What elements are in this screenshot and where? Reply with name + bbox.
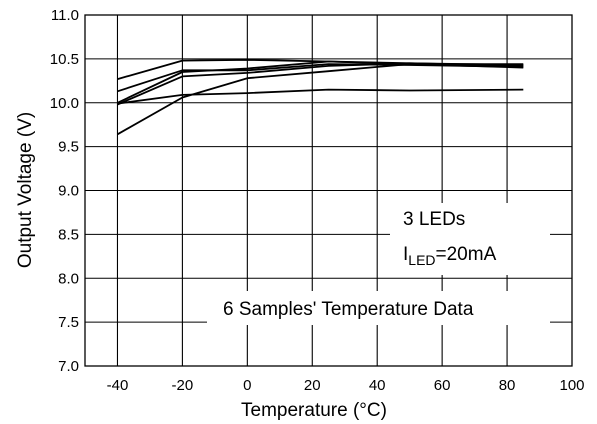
x-tick-label: 20 (304, 377, 321, 394)
samples-annotation-bg (207, 291, 550, 325)
x-axis-title: Temperature (°C) (241, 400, 387, 421)
grid-lines (85, 15, 572, 366)
current-subscript: LED (408, 252, 435, 268)
y-tick-label: 7.5 (58, 314, 79, 331)
leds-annotation-bg (390, 203, 550, 275)
x-tick-label: 100 (559, 377, 584, 394)
x-tick-label: -20 (172, 377, 194, 394)
current-annotation: ILED=20mA (403, 244, 497, 268)
y-tick-label: 8.0 (58, 270, 79, 287)
plot-frame (84, 14, 573, 367)
y-axis-title: Output Voltage (V) (15, 112, 36, 268)
x-tick-label: -40 (107, 377, 129, 394)
series-line-5 (117, 88, 524, 105)
x-tick-label: 60 (434, 377, 451, 394)
y-tick-label: 8.5 (58, 226, 79, 243)
series-lines (117, 58, 524, 136)
series-line-4 (117, 62, 524, 106)
caption-mask (100, 421, 500, 424)
leds-annotation: 3 LEDs (403, 209, 465, 230)
x-tick-label: 80 (499, 377, 516, 394)
y-tick-label: 11.0 (51, 7, 79, 24)
y-tick-label: 7.0 (58, 358, 79, 375)
series-line-6 (117, 63, 524, 136)
series-line-3 (117, 60, 524, 104)
x-tick-label: 40 (369, 377, 386, 394)
x-tick-label: 0 (243, 377, 251, 394)
tick-labels: -40 -20 0 20 40 60 80 100 7.0 7.5 8.0 8.5 9.0 9.5 10.0… (50, 7, 585, 394)
y-tick-label: 9.5 (58, 139, 79, 156)
current-value: =20mA (436, 244, 497, 265)
y-tick-label: 9.0 (58, 183, 79, 200)
current-symbol: I (403, 244, 408, 265)
y-tick-label: 10.5 (50, 51, 79, 68)
y-tick-label: 10.0 (50, 95, 79, 112)
samples-annotation: 6 Samples' Temperature Data (223, 299, 474, 320)
